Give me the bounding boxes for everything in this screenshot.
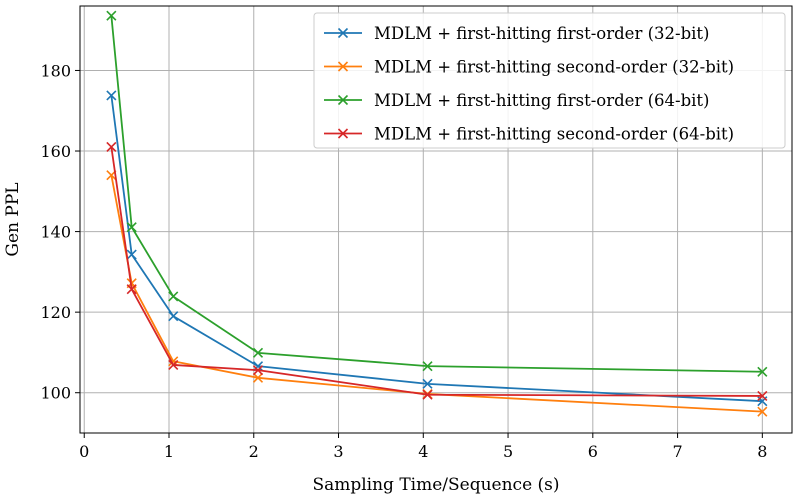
data-point (757, 390, 768, 402)
series-group (106, 10, 768, 417)
series-line (110, 175, 763, 413)
axis-ticks: 0 1 2 3 4 5 6 7 8 100 120 140 160 180 (40, 61, 767, 461)
x-tick-label: 1 (164, 442, 174, 461)
data-point (757, 406, 768, 417)
data-point (126, 284, 137, 295)
legend-entry: MDLM + first-hitting second-order (64-bi… (324, 125, 734, 144)
legend-label: MDLM + first-hitting second-order (64-bi… (374, 125, 734, 144)
x-tick-label: 8 (757, 442, 767, 461)
x-tick-label: 5 (503, 442, 513, 461)
data-point (252, 365, 264, 376)
data-point (252, 347, 264, 358)
x-tick-label: 4 (418, 442, 428, 461)
legend-marker (337, 61, 349, 72)
legend-entry: MDLM + first-hitting first-order (32-bit… (324, 24, 710, 43)
y-tick-label: 120 (40, 303, 71, 322)
x-tick-label: 0 (79, 442, 89, 461)
legend-entry: MDLM + first-hitting first-order (64-bit… (324, 91, 710, 110)
series-line (110, 15, 763, 373)
legend-box (313, 12, 786, 149)
plot-frame (79, 5, 793, 434)
x-tick-label: 3 (333, 442, 343, 461)
data-point (126, 222, 137, 233)
x-tick-label: 2 (249, 442, 259, 461)
data-point (126, 249, 137, 260)
data-point (252, 372, 264, 383)
legend-marker (337, 94, 349, 106)
x-axis-title: Sampling Time/Sequence (s) (312, 475, 559, 495)
data-point (168, 359, 179, 370)
y-tick-label: 100 (40, 384, 71, 403)
y-axis-title: Gen PPL (3, 182, 23, 256)
series-1 (106, 90, 768, 407)
series-4 (106, 141, 768, 402)
x-tick-label: 6 (588, 442, 598, 461)
legend-label: MDLM + first-hitting first-order (32-bit… (374, 24, 710, 43)
data-point (422, 361, 433, 372)
legend-label: MDLM + first-hitting second-order (32-bi… (374, 58, 734, 77)
data-point (757, 366, 768, 377)
series-3 (106, 10, 768, 377)
series-line (110, 146, 763, 397)
legend-marker (337, 128, 349, 139)
y-tick-label: 180 (40, 61, 71, 80)
data-point (422, 378, 433, 389)
y-tick-label: 160 (40, 142, 71, 161)
x-tick-label: 7 (672, 442, 682, 461)
legend-marker (337, 27, 349, 39)
data-point (106, 10, 117, 21)
series-line (110, 95, 763, 403)
series-2 (106, 170, 768, 417)
data-point (106, 141, 117, 153)
data-point (168, 291, 179, 302)
y-tick-label: 140 (40, 223, 71, 242)
data-point (422, 389, 433, 400)
legend-entry: MDLM + first-hitting second-order (32-bi… (324, 58, 734, 77)
legend: MDLM + first-hitting first-order (32-bit… (313, 12, 786, 149)
data-point (106, 90, 117, 101)
data-point (168, 311, 179, 322)
legend-label: MDLM + first-hitting first-order (64-bit… (374, 91, 710, 110)
